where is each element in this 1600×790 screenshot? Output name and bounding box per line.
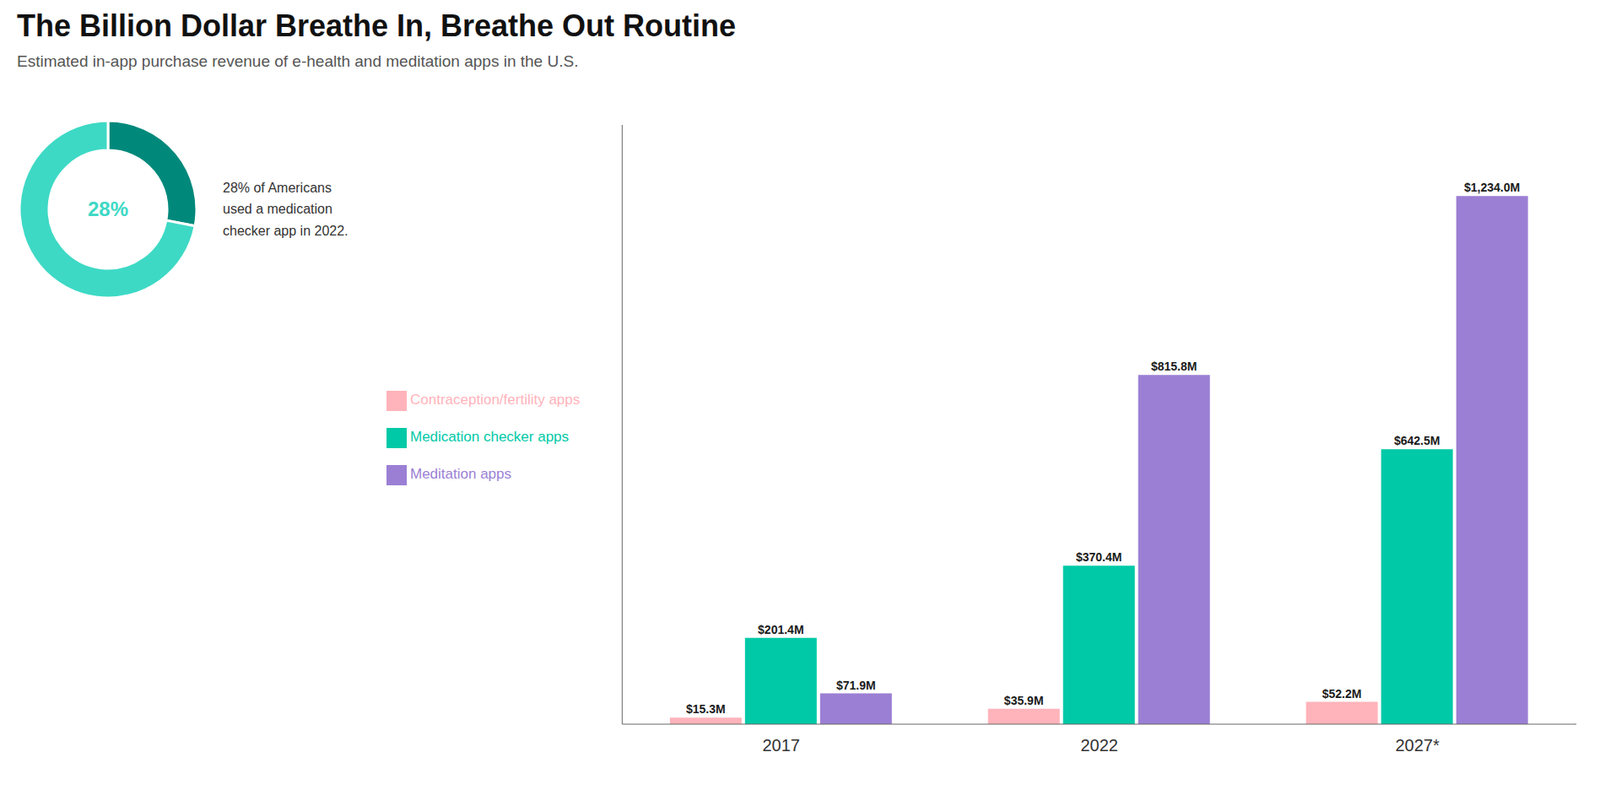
svg-text:$370.4M: $370.4M: [1075, 550, 1122, 564]
svg-text:$71.9M: $71.9M: [836, 678, 876, 692]
svg-text:$35.9M: $35.9M: [1004, 693, 1044, 708]
svg-text:$815.8M: $815.8M: [1151, 359, 1197, 373]
html-text:Medication checker apps: Medication checker apps: [410, 428, 569, 445]
html-text:28% of Americans used a medica: 28% of Americans used a medication check…: [222, 180, 349, 238]
svg-text:2022: 2022: [1080, 735, 1119, 755]
svg-text:$201.4M: $201.4M: [757, 622, 804, 637]
svg-text:$52.2M: $52.2M: [1322, 686, 1363, 701]
svg-text:2027*: 2027*: [1394, 735, 1439, 755]
html-text:Contraception/fertility apps: Contraception/fertility apps: [410, 391, 580, 408]
html-text:The Billion Dollar Breathe In,: The Billion Dollar Breathe In, Breathe O…: [16, 8, 736, 44]
svg-text:2017: 2017: [762, 735, 800, 755]
html-text:28%: 28%: [87, 197, 129, 221]
html-text:Estimated in-app purchase reve: Estimated in-app purchase revenue of e-h…: [16, 52, 579, 71]
svg-text:$642.5M: $642.5M: [1394, 433, 1440, 448]
svg-text:$15.3M: $15.3M: [686, 702, 726, 716]
svg-text:$1,234.0M: $1,234.0M: [1464, 180, 1520, 195]
html-text:Meditation apps: Meditation apps: [410, 465, 512, 482]
